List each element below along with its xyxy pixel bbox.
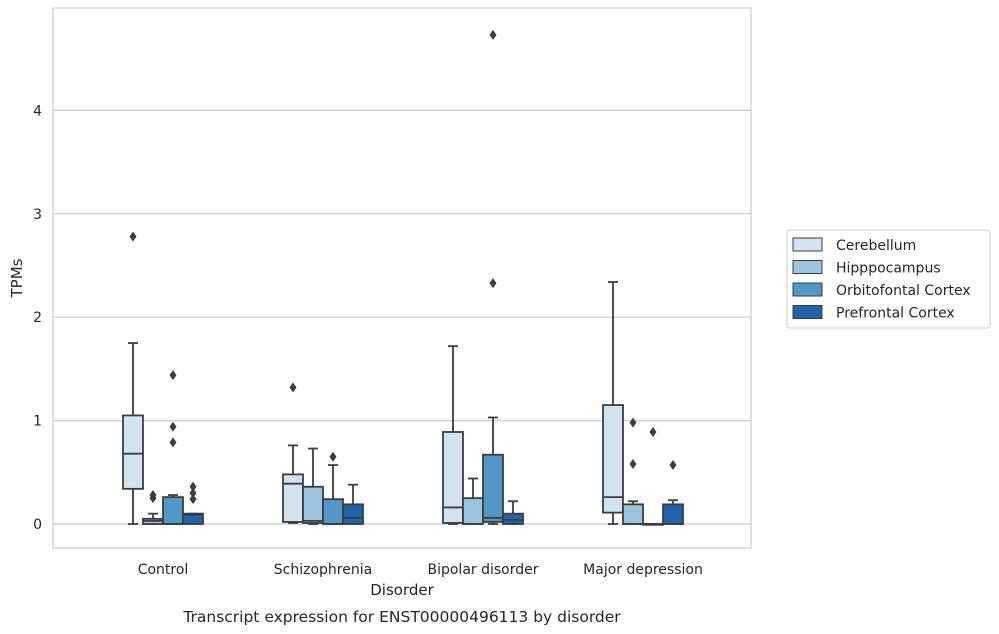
- outlier-point: [629, 417, 637, 428]
- outlier-point: [189, 487, 197, 498]
- legend-swatch: [792, 260, 823, 274]
- legend-swatch: [792, 282, 823, 297]
- box-prefrontal-cortex: [182, 481, 204, 525]
- iqr-box: [482, 453, 504, 523]
- outlier-point: [329, 451, 337, 462]
- outlier-point: [629, 459, 637, 470]
- box-prefrontal-cortex: [342, 483, 364, 525]
- legend-label: Orbitofontal Cortex: [836, 283, 971, 299]
- outlier-point: [169, 370, 177, 381]
- plot-area: [52, 7, 752, 549]
- y-tick-label: 2: [33, 310, 42, 326]
- box-prefrontal-cortex: [502, 500, 524, 525]
- iqr-box: [282, 473, 304, 523]
- iqr-box: [622, 503, 644, 525]
- box-prefrontal-cortex: [662, 460, 684, 525]
- iqr-box: [342, 503, 364, 525]
- iqr-box: [502, 512, 524, 525]
- y-axis-ticks: 0 1 2 3 4: [33, 103, 42, 533]
- x-tick-label: Major depression: [583, 562, 703, 578]
- y-tick-label: 3: [33, 207, 42, 223]
- box-orbitofontal-cortex: [322, 451, 344, 525]
- y-tick-label: 4: [33, 103, 42, 119]
- iqr-box: [182, 512, 204, 525]
- x-axis-ticks: Control Schizophrenia Bipolar disorder Majo…: [138, 562, 703, 578]
- iqr-box: [442, 431, 464, 524]
- x-tick-label: Bipolar disorder: [427, 562, 538, 578]
- box-cerebellum: [602, 281, 624, 525]
- legend-label: Prefrontal Cortex: [836, 306, 955, 322]
- iqr-box: [162, 496, 184, 525]
- box-hipppocampus: [622, 417, 644, 525]
- box-hipppocampus: [462, 477, 484, 525]
- iqr-box: [602, 404, 624, 514]
- box-hipppocampus: [142, 490, 164, 525]
- iqr-box: [322, 498, 344, 525]
- outlier-point: [489, 29, 497, 40]
- outlier-point: [649, 426, 657, 437]
- legend-swatch: [792, 305, 823, 319]
- y-tick-label: 1: [33, 414, 42, 430]
- box-cerebellum: [122, 231, 144, 525]
- outlier-point: [149, 490, 157, 501]
- box-hipppocampus: [302, 447, 324, 525]
- iqr-box: [122, 414, 144, 490]
- legend-items: Cerebellum Hipppocampus Orbitofontal Corte…: [792, 237, 971, 322]
- legend: Cerebellum Hipppocampus Orbitofontal Corte…: [786, 229, 991, 329]
- chart-caption: Transcript expression for ENST0000049611…: [182, 608, 621, 626]
- boxes: [122, 29, 684, 526]
- legend-frame: [786, 229, 991, 329]
- box-cerebellum: [442, 345, 464, 525]
- box-cerebellum: [282, 382, 304, 524]
- y-axis-label: TPMs: [8, 258, 26, 298]
- iqr-box: [462, 497, 484, 525]
- y-tick-label: 0: [33, 517, 42, 533]
- outlier-point: [669, 460, 677, 471]
- legend-swatch: [792, 237, 823, 252]
- grid-lines: [53, 109, 751, 525]
- outlier-point: [489, 278, 497, 289]
- outlier-point: [189, 481, 197, 492]
- outlier-point: [289, 382, 297, 393]
- box-orbitofontal-cortex: [162, 370, 184, 525]
- legend-label: Hipppocampus: [836, 261, 941, 277]
- outlier-point: [189, 494, 197, 505]
- x-tick-label: Control: [138, 562, 189, 578]
- legend-label: Cerebellum: [836, 238, 916, 254]
- outlier-point: [169, 421, 177, 432]
- iqr-box: [302, 485, 324, 524]
- box-orbitofontal-cortex: [642, 426, 664, 526]
- x-axis-label: Disorder: [370, 581, 434, 599]
- outlier-point: [129, 231, 137, 242]
- outlier-point: [169, 437, 177, 448]
- box-orbitofontal-cortex: [482, 29, 504, 525]
- iqr-box: [662, 503, 684, 525]
- x-tick-label: Schizophrenia: [274, 562, 372, 578]
